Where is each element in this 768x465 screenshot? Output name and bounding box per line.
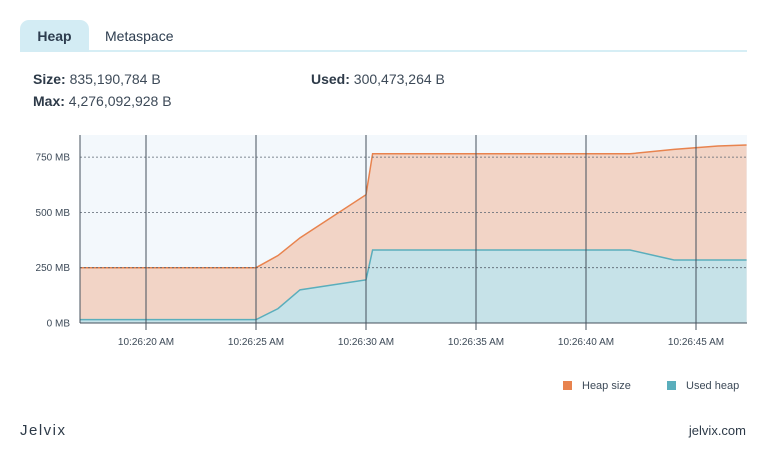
series-line-1: [80, 249, 747, 321]
heap-chart: 0 MB 250 MB 500 MB 750 MB 10:26:20 AM 10:26:2…: [36, 135, 747, 348]
x-tick-label: 10:26:40 AM: [558, 337, 614, 348]
jelvix-logo: Jelvix: [20, 422, 67, 439]
size-value: 835,190,784 B: [69, 71, 161, 87]
y-tick-label: 0 MB: [47, 319, 71, 330]
used-value: 300,473,264 B: [353, 71, 445, 87]
max-stat: Max: 4,276,092,928 B: [33, 93, 172, 109]
used-stat: Used: 300,473,264 B: [311, 71, 445, 87]
size-stat: Size: 835,190,784 B: [33, 71, 161, 87]
x-tick-label: 10:26:20 AM: [118, 337, 174, 348]
heap-size-swatch: [563, 381, 572, 390]
tab-metaspace[interactable]: Metaspace: [105, 28, 174, 44]
legend-heap-size-label: Heap size: [582, 380, 631, 392]
series-line-0: [80, 144, 747, 269]
used-heap-swatch: [667, 381, 676, 390]
tab-heap[interactable]: Heap: [20, 20, 89, 52]
x-tick-label: 10:26:25 AM: [228, 337, 284, 348]
y-tick-label: 750 MB: [36, 153, 71, 164]
legend-used-heap: Used heap: [667, 380, 739, 392]
x-tick-label: 10:26:45 AM: [668, 337, 724, 348]
series-area-1: [80, 250, 747, 323]
y-tick-label: 250 MB: [36, 263, 71, 274]
site-link[interactable]: jelvix.com: [688, 423, 746, 438]
x-tick-label: 10:26:30 AM: [338, 337, 394, 348]
legend-used-heap-label: Used heap: [686, 380, 740, 392]
used-label: Used:: [311, 71, 350, 87]
y-tick-label: 500 MB: [36, 208, 71, 219]
legend-heap-size: Heap size: [563, 380, 631, 392]
x-tick-label: 10:26:35 AM: [448, 337, 504, 348]
max-value: 4,276,092,928 B: [68, 93, 172, 109]
max-label: Max:: [33, 93, 65, 109]
size-label: Size:: [33, 71, 66, 87]
tab-bar: Heap Metaspace: [20, 20, 747, 52]
